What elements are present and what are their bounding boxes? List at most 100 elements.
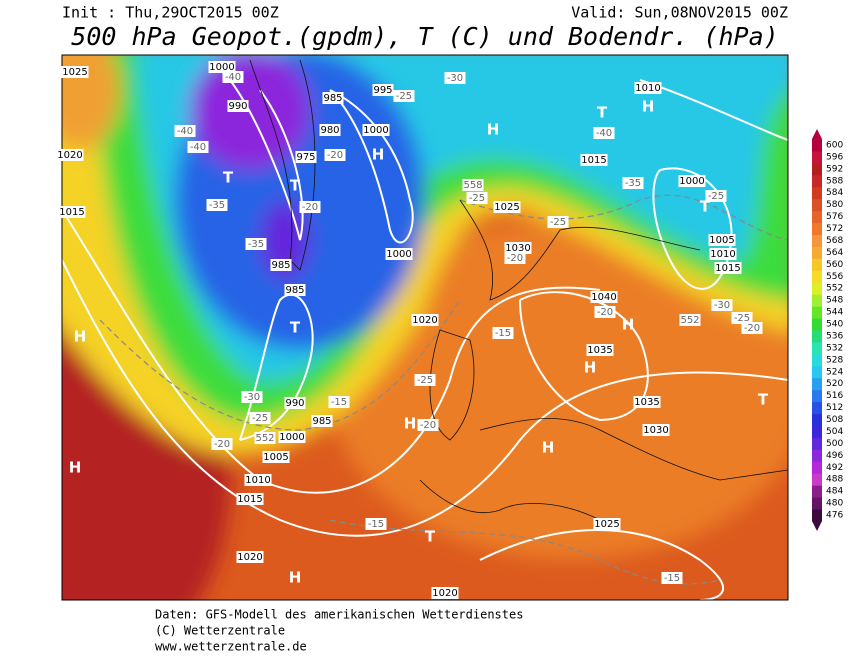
high-marker: H <box>289 569 302 587</box>
colorbar: 476 480 484 488 492 496 500 504 508 512 516 520 524 5… <box>812 129 843 531</box>
label-box <box>414 374 436 386</box>
isobar-label: 1030 <box>643 425 668 436</box>
isobar-label: 1010 <box>710 249 735 260</box>
isobar-label: 985 <box>285 285 304 296</box>
temperature-label: -15 <box>664 573 680 584</box>
isobar-label: 1010 <box>245 475 270 486</box>
low-marker: T <box>700 198 711 216</box>
label-box <box>299 201 321 213</box>
colorbar-label: 584 <box>826 188 843 198</box>
colorbar-label: 508 <box>826 415 843 425</box>
label-box <box>633 396 661 408</box>
temperature-label: -40 <box>596 128 612 139</box>
temperature-label: -40 <box>190 142 206 153</box>
isobar-label: 1025 <box>62 67 87 78</box>
label-box <box>56 149 84 161</box>
colorbar-label: 528 <box>826 355 843 365</box>
colorbar-label: 492 <box>826 463 843 473</box>
isobar-label: 1015 <box>715 263 740 274</box>
isobar-label: 1020 <box>237 552 262 563</box>
isobar-label: 1000 <box>363 125 388 136</box>
colorbar-label: 588 <box>826 176 843 186</box>
isotherm <box>99 299 461 431</box>
isobar-label: 975 <box>296 152 315 163</box>
map-frame <box>61 54 789 601</box>
colorbar-label: 592 <box>826 164 843 174</box>
isobar-label: 1020 <box>412 315 437 326</box>
label-box <box>365 518 387 530</box>
label-box <box>385 248 413 260</box>
isobar-label: 990 <box>228 101 247 112</box>
map-labels: H H H H H H H H H H T T T T T T T 1025 1000 990 985 980 975 100… <box>56 61 769 599</box>
label-box <box>322 92 344 104</box>
colorbar-swatch <box>812 210 822 224</box>
temperature-label: -20 <box>507 253 523 264</box>
colorbar-swatch <box>812 425 822 438</box>
isobar-label: 1015 <box>581 155 606 166</box>
map-title: 500 hPa Geopot.(gpdm), T (C) und Bodendr… <box>71 22 778 51</box>
label-box <box>586 344 614 356</box>
colorbar-label: 480 <box>826 499 843 509</box>
colorbar-label: 548 <box>826 296 843 306</box>
label-box <box>466 192 488 204</box>
isobar-label: 1015 <box>59 207 84 218</box>
colorbar-swatch <box>812 353 822 367</box>
temperature-label: -20 <box>597 307 613 318</box>
footer-line: (C) Wetterzentrale <box>155 624 285 638</box>
coastline <box>249 59 316 271</box>
colorbar-swatch <box>812 198 822 212</box>
temperature-label: -35 <box>209 200 225 211</box>
temperature-label: -25 <box>417 375 433 386</box>
colorbar-label: 560 <box>826 260 843 270</box>
map-field <box>62 55 788 600</box>
low-marker: T <box>597 104 608 122</box>
label-box <box>222 71 244 83</box>
temperature-label: -30 <box>447 73 463 84</box>
colorbar-swatch <box>812 509 822 522</box>
label-box <box>284 284 306 296</box>
coastline <box>419 479 601 521</box>
isobar-label: 1000 <box>679 176 704 187</box>
label-box <box>593 127 615 139</box>
colorbar-label: 488 <box>826 475 843 485</box>
colorbar-label: 512 <box>826 403 843 413</box>
temperature-label: -20 <box>420 420 436 431</box>
colorbar-label: 596 <box>826 152 843 162</box>
colorbar-arrow <box>812 520 822 531</box>
label-box <box>679 314 701 326</box>
colorbar-swatch <box>812 139 822 152</box>
isobar-label: 1000 <box>279 432 304 443</box>
isobar-label: 1000 <box>386 249 411 260</box>
footer-line: Daten: GFS-Modell des amerikanischen Wet… <box>155 608 523 622</box>
label-box <box>714 262 742 274</box>
colorbar-swatch <box>812 485 822 498</box>
label-box <box>328 396 350 408</box>
colorbar-label: 516 <box>826 391 843 401</box>
label-box <box>642 424 670 436</box>
colorbar-label: 576 <box>826 212 843 222</box>
colorbar-swatch <box>812 413 822 426</box>
colorbar-swatch <box>812 162 822 176</box>
label-box <box>547 216 569 228</box>
isobar-label: 990 <box>285 398 304 409</box>
high-marker: H <box>404 415 417 433</box>
label-box <box>244 474 272 486</box>
colorbar-arrow <box>812 129 822 140</box>
temperature-label: -30 <box>244 392 260 403</box>
temperature-label: -20 <box>744 323 760 334</box>
colorbar-swatch <box>812 186 822 200</box>
isobar-label: 1010 <box>635 83 660 94</box>
field-region <box>330 220 788 560</box>
colorbar-swatch <box>812 246 822 259</box>
isobar-label: 985 <box>312 416 331 427</box>
label-box <box>311 415 333 427</box>
colorbar-swatch <box>812 270 822 283</box>
field-region <box>62 55 120 150</box>
isobar <box>652 167 733 290</box>
temperature-label: -25 <box>396 91 412 102</box>
label-box <box>262 451 290 463</box>
label-box <box>295 151 317 163</box>
label-box <box>211 438 233 450</box>
high-marker: H <box>487 121 500 139</box>
label-box <box>708 234 736 246</box>
